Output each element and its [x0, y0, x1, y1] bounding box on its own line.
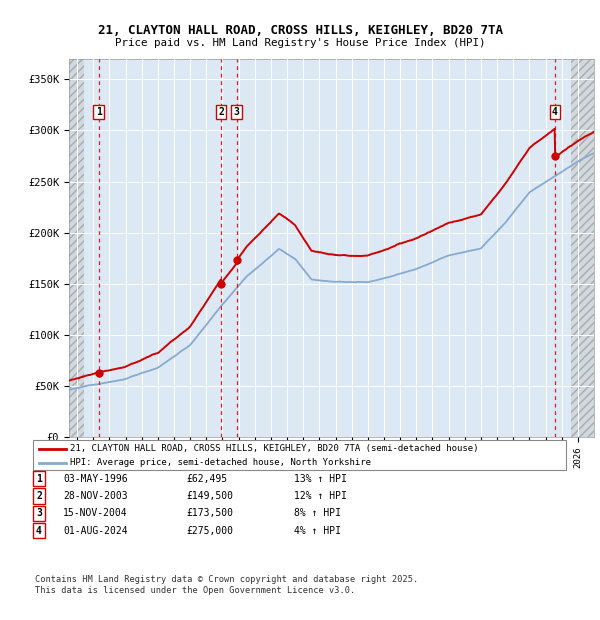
Text: 2: 2 [218, 107, 224, 117]
Text: £62,495: £62,495 [186, 474, 227, 484]
Text: 3: 3 [234, 107, 239, 117]
Text: 4% ↑ HPI: 4% ↑ HPI [294, 526, 341, 536]
Text: 1: 1 [96, 107, 101, 117]
Text: 1: 1 [36, 474, 42, 484]
Text: 8% ↑ HPI: 8% ↑ HPI [294, 508, 341, 518]
Text: 21, CLAYTON HALL ROAD, CROSS HILLS, KEIGHLEY, BD20 7TA (semi-detached house): 21, CLAYTON HALL ROAD, CROSS HILLS, KEIG… [70, 444, 479, 453]
Text: 15-NOV-2004: 15-NOV-2004 [63, 508, 128, 518]
Text: 03-MAY-1996: 03-MAY-1996 [63, 474, 128, 484]
Text: 12% ↑ HPI: 12% ↑ HPI [294, 491, 347, 501]
Text: 2: 2 [36, 491, 42, 501]
Text: 4: 4 [36, 526, 42, 536]
Text: HPI: Average price, semi-detached house, North Yorkshire: HPI: Average price, semi-detached house,… [70, 458, 371, 467]
Text: £173,500: £173,500 [186, 508, 233, 518]
Text: 4: 4 [552, 107, 558, 117]
Text: 13% ↑ HPI: 13% ↑ HPI [294, 474, 347, 484]
Text: Contains HM Land Registry data © Crown copyright and database right 2025.
This d: Contains HM Land Registry data © Crown c… [35, 575, 418, 595]
Text: 01-AUG-2024: 01-AUG-2024 [63, 526, 128, 536]
Text: 21, CLAYTON HALL ROAD, CROSS HILLS, KEIGHLEY, BD20 7TA: 21, CLAYTON HALL ROAD, CROSS HILLS, KEIG… [97, 24, 503, 37]
Text: 28-NOV-2003: 28-NOV-2003 [63, 491, 128, 501]
Text: 3: 3 [36, 508, 42, 518]
Text: £149,500: £149,500 [186, 491, 233, 501]
Text: £275,000: £275,000 [186, 526, 233, 536]
Text: Price paid vs. HM Land Registry's House Price Index (HPI): Price paid vs. HM Land Registry's House … [115, 38, 485, 48]
